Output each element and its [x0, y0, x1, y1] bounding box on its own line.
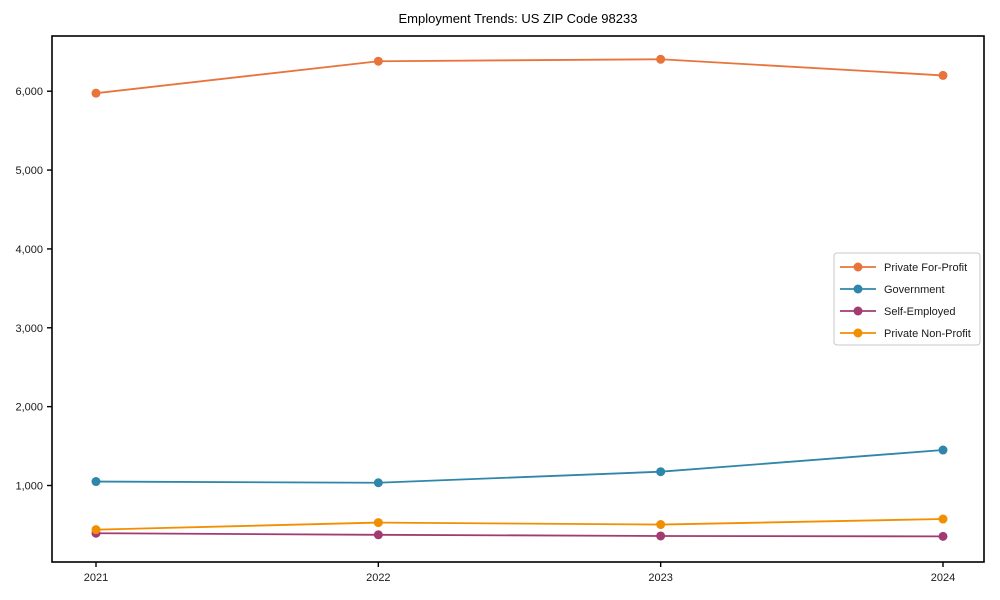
legend-item: Self-Employed	[840, 306, 956, 318]
legend-marker-icon	[853, 284, 863, 294]
legend-item: Private For-Profit	[840, 262, 967, 274]
data-point	[373, 56, 383, 66]
legend-item: Private Non-Profit	[840, 328, 971, 340]
data-point	[656, 54, 666, 64]
series-line	[95, 449, 944, 484]
series-private-non-profit	[91, 514, 948, 535]
data-point	[938, 70, 948, 80]
legend-box	[833, 252, 981, 346]
y-tick-label: 5,000	[15, 165, 43, 177]
series-self-employed	[91, 528, 948, 541]
x-tick-label: 2022	[366, 572, 390, 584]
data-point	[91, 525, 101, 535]
data-point	[938, 531, 948, 541]
legend-label: Private Non-Profit	[884, 328, 971, 340]
y-tick-label: 4,000	[15, 244, 43, 256]
series-line	[95, 532, 944, 538]
data-point	[373, 478, 383, 488]
legend: Private For-Profit Government Self-Employe…	[833, 252, 981, 346]
series-group	[91, 54, 948, 541]
data-point	[656, 520, 666, 530]
plot-area-border	[51, 35, 985, 563]
legend-marker-icon	[853, 306, 863, 316]
legend-label: Private For-Profit	[884, 262, 967, 274]
data-point	[938, 514, 948, 524]
y-tick-label: 6,000	[15, 86, 43, 98]
x-tick-label: 2024	[931, 572, 955, 584]
series-line	[95, 58, 944, 95]
legend-label: Government	[884, 284, 945, 296]
legend-item: Government	[840, 284, 945, 296]
x-axis-ticks: 2021 2022 2023 2024	[84, 562, 955, 584]
y-tick-label: 3,000	[15, 323, 43, 335]
series-government	[91, 445, 948, 488]
y-tick-label: 2,000	[15, 402, 43, 414]
data-point	[91, 88, 101, 98]
data-point	[656, 531, 666, 541]
x-tick-label: 2023	[648, 572, 672, 584]
data-point	[91, 477, 101, 487]
data-point	[938, 445, 948, 455]
data-point	[373, 518, 383, 528]
chart-title: Employment Trends: US ZIP Code 98233	[399, 11, 638, 26]
x-tick-label: 2021	[84, 572, 108, 584]
series-line	[95, 518, 944, 531]
y-axis-ticks: 1,000 2,000 3,000 4,000 5,000 6,000	[15, 86, 52, 493]
y-tick-label: 1,000	[15, 481, 43, 493]
data-point	[373, 530, 383, 540]
legend-marker-icon	[853, 328, 863, 338]
series-private-for-profit	[91, 54, 948, 98]
legend-marker-icon	[853, 262, 863, 272]
legend-label: Self-Employed	[884, 306, 956, 318]
data-point	[656, 467, 666, 477]
